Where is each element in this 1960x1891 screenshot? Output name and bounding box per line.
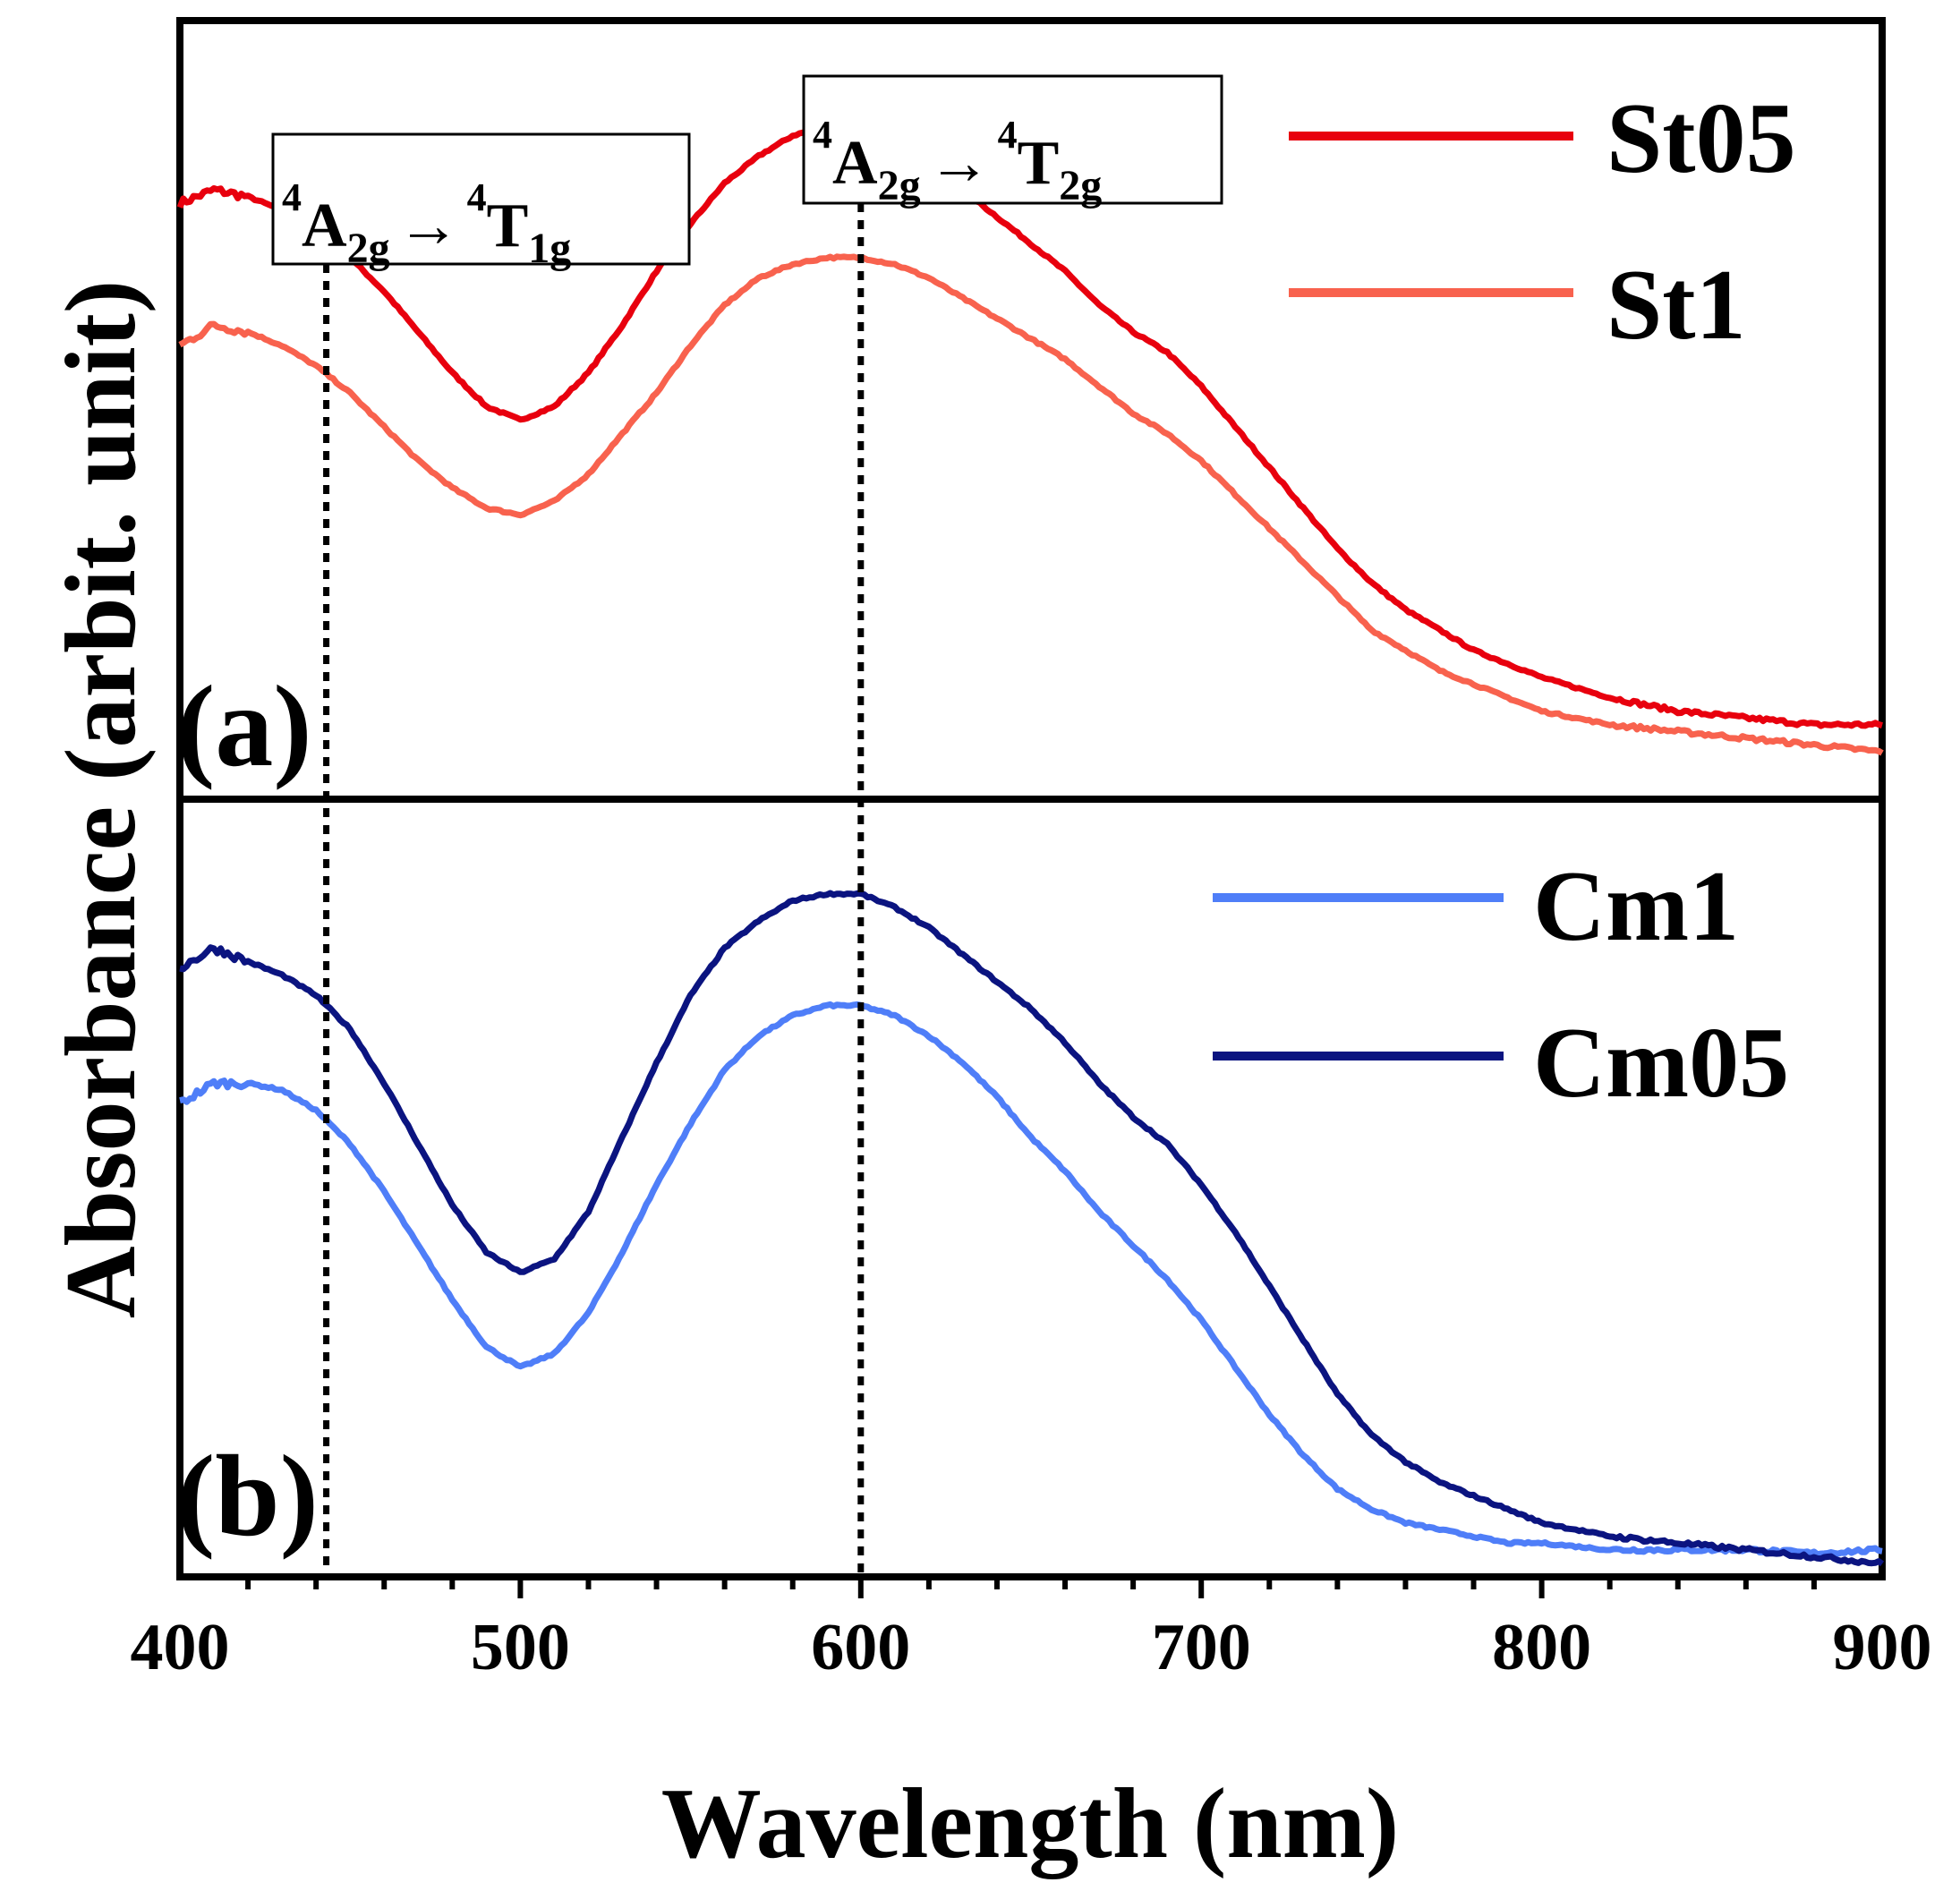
panel-b-frame <box>176 796 1886 1580</box>
annotation-box-1 <box>271 132 691 266</box>
svg-text:4A2g→4T1g: 4A2g → 4T1g <box>282 175 571 272</box>
x-tick-label-600: 600 <box>811 1611 910 1684</box>
legend-label-cm05: Cm05 <box>1533 1008 1789 1119</box>
ann2-sub-t: 2g <box>1059 162 1102 209</box>
x-axis-title: Wavelength (nm) <box>661 1768 1399 1879</box>
ann1-letter-t: T <box>487 192 529 260</box>
x-tick-label-500: 500 <box>471 1611 570 1684</box>
y-axis-title: Absorbance (arbit. unit) <box>46 280 157 1318</box>
x-tick-label-800: 800 <box>1492 1611 1591 1684</box>
ann2-arrow: → <box>928 129 991 198</box>
annotation-transition-2: 4A2g → 4T2g <box>802 74 1223 209</box>
ann2-sup-a: 4 <box>813 113 832 157</box>
ann1-sub-a: 2g <box>347 225 390 272</box>
legend-label-st1: St1 <box>1606 250 1746 361</box>
legend-label-cm1: Cm1 <box>1533 851 1739 962</box>
ann2-sup-t: 4 <box>998 113 1018 157</box>
panel-label-b: (b) <box>176 1432 319 1561</box>
ann1-letter-a: A <box>302 192 347 260</box>
legend-b: Cm1 Cm05 <box>1213 851 1789 1119</box>
panel-label-a: (a) <box>176 662 312 791</box>
ann1-sub-t: 1g <box>528 225 571 272</box>
ann2-sub-a: 2g <box>878 162 921 209</box>
annotation-transition-1: 4A2g → 4T1g <box>271 132 691 272</box>
x-tick-label-900: 900 <box>1833 1611 1932 1684</box>
series-line-st05 <box>176 123 1883 729</box>
x-tick-label-700: 700 <box>1152 1611 1251 1684</box>
x-tick-label-400: 400 <box>131 1611 230 1684</box>
svg-text:4A2g→4T2g: 4A2g → 4T2g <box>813 113 1102 209</box>
ann1-sup-t: 4 <box>467 175 487 219</box>
ann2-letter-a: A <box>832 129 878 198</box>
series-line-cm1 <box>179 1001 1883 1558</box>
ann2-letter-t: T <box>1018 129 1060 198</box>
series-line-cm05 <box>179 890 1885 1567</box>
series-line-st1 <box>178 253 1884 756</box>
legend-a: St05 St1 <box>1289 83 1796 361</box>
annotation-box-2 <box>802 74 1223 205</box>
legend-label-st05: St05 <box>1606 83 1796 194</box>
ann1-arrow: → <box>397 192 460 260</box>
ann1-sup-a: 4 <box>282 175 302 219</box>
